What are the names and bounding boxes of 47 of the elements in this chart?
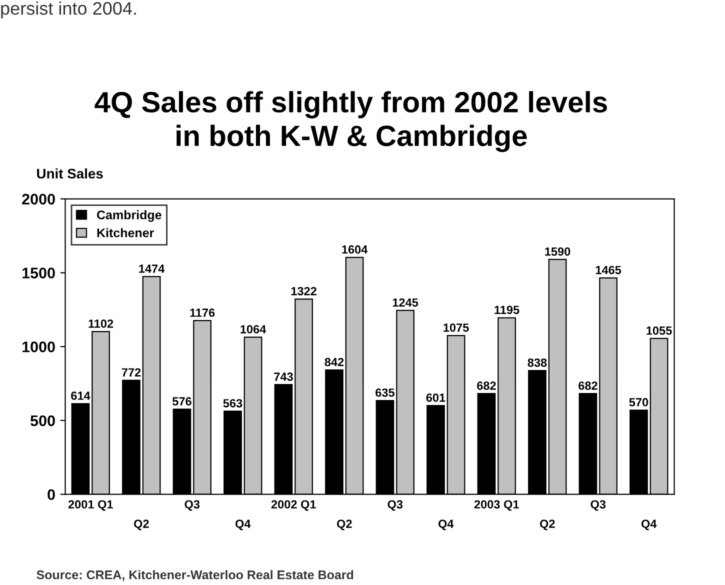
data-label: 743 — [274, 372, 293, 381]
data-label: 1322 — [291, 286, 316, 296]
x-tick-label: Q3 — [388, 500, 403, 511]
x-tick-label: Q2 — [134, 520, 149, 530]
data-label: 1245 — [392, 298, 418, 307]
data-label: 682 — [477, 382, 496, 390]
y-tick-label: 1500 — [22, 268, 55, 278]
x-tick-label: 2003 Q1 — [474, 500, 519, 511]
data-label: 1102 — [88, 319, 114, 328]
text: persist into 2004. — [1, 2, 136, 18]
data-label: 838 — [528, 358, 547, 367]
chart-title: 4Q Sales off slightly from 2002 levels in both K-W & Cambridge — [94, 91, 607, 152]
legend-label: Cambridge — [97, 210, 162, 222]
x-tick-label: 2001 Q1 — [68, 500, 113, 511]
data-label: 601 — [426, 393, 446, 402]
data-label: 563 — [223, 399, 242, 408]
data-label: 772 — [122, 368, 141, 376]
x-tick-label: Q3 — [590, 500, 606, 511]
data-label: 576 — [172, 397, 192, 406]
y-tick-label: 0 — [48, 489, 55, 500]
x-tick-label: Q2 — [540, 520, 555, 530]
data-label: 1590 — [545, 247, 570, 256]
data-label: 1075 — [444, 323, 469, 332]
y-tick-label: 2000 — [22, 194, 55, 205]
data-label: 1055 — [646, 326, 672, 335]
data-label: 570 — [629, 398, 648, 406]
x-tick-label: Q4 — [641, 520, 657, 530]
x-tick-label: Q4 — [235, 520, 251, 530]
legend-label: Kitchener — [97, 228, 154, 238]
data-label: 1604 — [342, 245, 368, 254]
data-label: 635 — [376, 388, 394, 397]
data-label: 842 — [324, 358, 344, 366]
x-tick-label: Q3 — [184, 500, 200, 511]
y-tick-label: 500 — [30, 415, 55, 426]
source-note: Source: CREA, Kitchener-Waterloo Real Estate Board — [36, 570, 354, 582]
x-tick-label: Q4 — [438, 520, 454, 530]
data-label: 614 — [71, 392, 90, 400]
data-label: 1465 — [596, 266, 622, 274]
y-axis-title: Unit Sales — [37, 168, 103, 179]
data-label: 1064 — [240, 325, 266, 334]
x-tick-label: 2002 Q1 — [271, 500, 316, 511]
data-label: 1195 — [494, 306, 520, 314]
data-label: 1176 — [190, 308, 215, 317]
x-tick-label: Q2 — [336, 520, 352, 530]
y-tick-label: 1000 — [22, 341, 55, 352]
data-label: 682 — [578, 382, 598, 390]
data-label: 1474 — [139, 264, 165, 273]
